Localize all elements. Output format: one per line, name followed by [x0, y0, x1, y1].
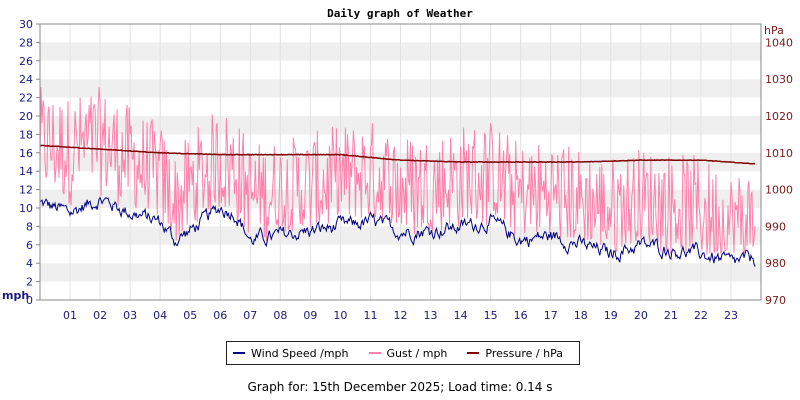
left-tick-label: 16 [19, 147, 33, 160]
right-tick-label: 970 [765, 294, 786, 307]
left-tick-label: 24 [19, 73, 33, 86]
x-tick-label: 16 [514, 309, 528, 322]
right-tick-label: 980 [765, 257, 786, 270]
right-tick-label: 1000 [765, 184, 793, 197]
x-tick-label: 07 [243, 309, 257, 322]
x-tick-label: 21 [664, 309, 678, 322]
x-tick-label: 05 [183, 309, 197, 322]
legend-item-pressure: Pressure / hPa [467, 347, 563, 360]
left-tick-label: 0 [26, 294, 33, 307]
x-tick-label: 23 [724, 309, 738, 322]
x-tick-label: 06 [213, 309, 227, 322]
x-tick-label: 17 [544, 309, 558, 322]
right-tick-label: 1040 [765, 36, 793, 49]
right-tick-label: 1020 [765, 110, 793, 123]
legend-swatch-wind [233, 352, 245, 354]
right-tick-label: 1030 [765, 73, 793, 86]
x-tick-label: 12 [394, 309, 408, 322]
x-tick-label: 08 [273, 309, 287, 322]
x-tick-label: 11 [363, 309, 377, 322]
x-tick-label: 09 [303, 309, 317, 322]
right-tick-label: 990 [765, 220, 786, 233]
left-tick-label: 14 [19, 165, 33, 178]
right-axis-unit: hPa [764, 24, 784, 37]
x-axis-ticks: 01 02 03 04 05 06 07 08 09 10 11 12 13 14 15 16 17 18 19 20… [63, 309, 738, 322]
left-tick-label: 30 [19, 18, 33, 31]
plot-frame [39, 23, 762, 301]
x-tick-label: 15 [484, 309, 498, 322]
left-tick-label: 6 [26, 239, 33, 252]
x-tick-label: 18 [574, 309, 588, 322]
left-tick-label: 2 [26, 276, 33, 289]
gust-line [39, 87, 756, 255]
left-tick-label: 26 [19, 55, 33, 68]
x-tick-label: 03 [123, 309, 137, 322]
pressure-line [40, 144, 756, 165]
left-tick-label: 8 [26, 220, 33, 233]
left-tick-label: 22 [19, 92, 33, 105]
chart-title: Daily graph of Weather [327, 7, 473, 20]
left-tick-label: 4 [26, 257, 33, 270]
legend-label-gust: Gust / mph [386, 346, 448, 360]
left-tick-label: 12 [19, 184, 33, 197]
x-tick-label: 02 [93, 309, 107, 322]
x-tick-label: 14 [454, 309, 468, 322]
x-tick-label: 13 [424, 309, 438, 322]
legend: Wind Speed /mph Gust / mph Pressure / hP… [226, 341, 580, 365]
gust-series [39, 87, 756, 255]
x-tick-label: 22 [694, 309, 708, 322]
legend-swatch-gust [368, 352, 381, 354]
legend-item-wind: Wind Speed /mph [233, 347, 349, 360]
left-tick-label: 18 [19, 128, 33, 141]
right-tick-label: 1010 [765, 147, 793, 160]
legend-label-wind: Wind Speed /mph [251, 346, 349, 360]
left-tick-label: 28 [19, 36, 33, 49]
x-tick-label: 20 [634, 309, 648, 322]
wind-speed-line [39, 196, 756, 267]
x-tick-label: 10 [333, 309, 347, 322]
x-tick-label: 19 [604, 309, 618, 322]
left-axis-unit: mph [2, 289, 29, 302]
right-axis-ticks: 970 980 990 1000 1010 1020 1030 1040 [765, 36, 793, 307]
left-tick-label: 10 [19, 202, 33, 215]
x-tick-label: 01 [63, 309, 77, 322]
legend-label-pressure: Pressure / hPa [485, 346, 563, 360]
pressure-series [40, 144, 756, 165]
footer-text: Graph for: 15th December 2025; Load time… [247, 380, 553, 394]
left-tick-label: 20 [19, 110, 33, 123]
legend-swatch-pressure [467, 352, 480, 354]
wind-speed-series [39, 196, 756, 267]
x-tick-label: 04 [153, 309, 167, 322]
legend-item-gust: Gust / mph [368, 346, 448, 360]
